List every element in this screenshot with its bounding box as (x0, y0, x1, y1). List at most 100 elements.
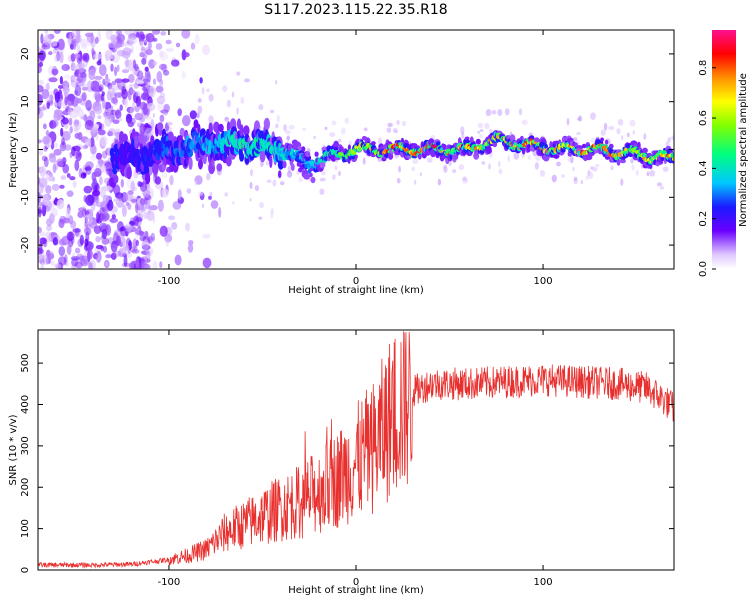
spectrogram-cell (52, 163, 57, 174)
spectrogram-cell (120, 178, 125, 188)
spectrogram-cell (218, 123, 224, 133)
spectrogram-cell (396, 177, 401, 184)
spectrogram-cell (475, 138, 481, 145)
spectrogram-cell (573, 176, 578, 181)
spectrogram-cell (66, 244, 72, 255)
spectrogram-cell (41, 204, 47, 217)
spectrogram-cell (46, 224, 53, 231)
snr-panel: -100 0 100 0 100 200 300 400 500 Height of strai… (8, 329, 675, 596)
spectrogram-cell (70, 220, 77, 229)
spectrogram-cell (427, 157, 433, 163)
spectrogram-cell (81, 92, 87, 102)
spectrogram-cell (56, 199, 65, 210)
spectrogram-cell (38, 50, 46, 61)
spectrogram-cell (103, 78, 111, 83)
spectrogram-cell (145, 127, 154, 138)
spectrogram-cell (111, 80, 117, 86)
spectrogram-cell (38, 62, 43, 68)
spectrogram-cell (581, 143, 587, 149)
spectrogram-cell (107, 82, 113, 90)
spectrogram-cell (97, 30, 101, 42)
spectrogram-cell (62, 163, 69, 174)
spectrogram-cell (159, 114, 165, 123)
spectrogram-cell (49, 120, 54, 129)
spectrogram-cell (126, 225, 133, 234)
y-tick-label: 300 (20, 436, 31, 455)
spectrogram-cell (617, 119, 624, 126)
spectrogram-cell (636, 141, 641, 149)
spectrogram-cell (539, 169, 546, 177)
spectrogram-cell (103, 112, 107, 118)
spectrogram-cell (45, 130, 50, 137)
spectrogram-cell (199, 77, 203, 84)
spectrogram-cell (135, 257, 140, 268)
spectrogram-cell (155, 85, 164, 93)
spectrogram-cell (69, 176, 76, 181)
spectrogram-cell (97, 115, 102, 120)
spectrogram-cell (60, 175, 67, 180)
spectrogram-cell (65, 262, 69, 267)
spectrogram-cell (150, 232, 155, 241)
spectrogram-cell (58, 246, 66, 257)
spectrogram-cell (174, 254, 182, 266)
spectrogram-cell (270, 208, 274, 214)
spectrogram-cell (643, 133, 647, 141)
spectrogram-cell (102, 245, 108, 253)
spectrogram-cell (319, 177, 326, 182)
spectrogram-cell (121, 78, 130, 83)
spectrogram-cell (77, 71, 87, 84)
spectrogram-cell (610, 165, 614, 171)
spectrogram-cell (60, 127, 64, 137)
spectrogram-cell (135, 261, 141, 269)
spectrogram-cell (209, 191, 213, 197)
spectrogram-cell (131, 198, 138, 203)
spectrogram-cell (110, 240, 118, 253)
spectrogram-cell (280, 181, 285, 186)
spectrogram-cell (208, 93, 214, 102)
spectrogram-cell (303, 173, 311, 180)
spectrogram-cell (75, 150, 82, 162)
spectrogram-cell (140, 181, 147, 192)
spectrogram-cell (74, 261, 83, 269)
spectrogram-cell (418, 153, 422, 160)
spectrogram-cell (94, 91, 101, 103)
spectrogram-cell (128, 73, 135, 83)
spectrogram-cell (57, 85, 64, 89)
spectrogram-cell (46, 250, 54, 257)
spectrogram-cell (103, 160, 111, 167)
spectrogram-cell (124, 30, 134, 36)
spectrogram-cell (101, 165, 107, 174)
spectrogram-cell (338, 171, 341, 176)
spectrogram-cell (124, 97, 129, 108)
spectrogram-cell (51, 183, 60, 191)
spectrogram-cell (121, 69, 130, 74)
spectrogram-cell (147, 103, 156, 111)
spectrogram-cell (310, 176, 316, 184)
spectrogram-cell (146, 107, 151, 117)
spectrogram-cell (62, 86, 70, 94)
spectrogram-cell (117, 194, 123, 201)
spectrogram-cell (61, 117, 69, 125)
spectrogram-cell (462, 176, 467, 181)
spectrogram-cell (298, 177, 303, 183)
spectrogram-cell (572, 137, 578, 141)
spectrogram-cell (45, 205, 51, 213)
colorbar-tick-label: 0.6 (698, 110, 709, 126)
spectrogram-cell (163, 69, 170, 76)
spectrogram-cell (101, 228, 107, 240)
spectrogram-cell (93, 253, 98, 260)
spectrogram-cell (88, 262, 93, 269)
spectrogram-cell (91, 47, 95, 56)
spectrogram-cell (521, 153, 525, 159)
spectrogram-cell (139, 123, 146, 135)
colorbar-tick-label: 0.8 (698, 60, 709, 76)
spectrogram-cell (53, 142, 59, 148)
spectrogram-cell (534, 137, 540, 143)
spectrogram-cell (113, 174, 119, 184)
spectrogram-cell (202, 155, 207, 165)
spectrogram-cell (159, 52, 169, 61)
snr-ylabel: SNR (10 * v/v) (8, 414, 19, 485)
spectrogram-cell (144, 70, 151, 79)
spectrogram-cell (125, 113, 133, 124)
